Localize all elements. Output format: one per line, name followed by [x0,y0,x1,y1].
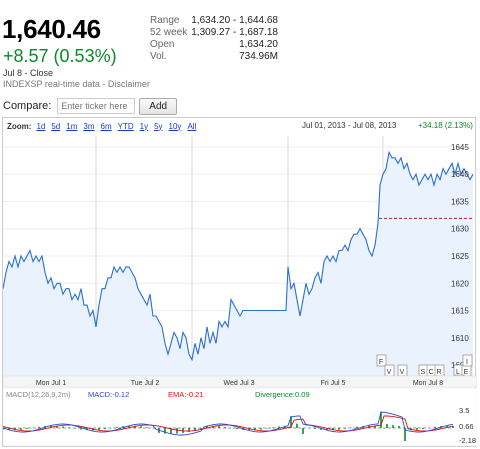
event-marker-label-6: L [456,369,460,376]
y-tick-label-7: 1640 [451,170,469,179]
data-source-disclaimer[interactable]: INDEXSP real-time data - Disclaimer [3,79,150,89]
x-tick-label-0: Mon Jul 1 [36,380,66,387]
event-marker-label-5: R [436,369,441,376]
event-marker-label-0: F [379,359,383,366]
add-compare-button[interactable]: Add [139,97,178,115]
compare-bar: Compare: Add [3,97,178,115]
price-chart[interactable]: 160516101615162016251630163516401645FVVS… [2,117,477,448]
x-axis-band [3,375,477,388]
zoom-6m[interactable]: 6m [100,121,112,131]
stats-row-range: Range 1,634.20 - 1,644.68 [150,15,278,27]
macd-y-tick-2: -2.18 [459,436,476,445]
zoom-10y[interactable]: 10y [168,121,182,131]
price-area [3,152,473,376]
stats-label: Range [150,15,180,26]
event-marker-label-2: V [400,369,405,376]
zoom-5y[interactable]: 5y [154,121,163,131]
stats-table: Range 1,634.20 - 1,644.68 52 week 1,309.… [150,15,278,63]
event-marker-label-7: E [464,369,469,376]
event-marker-label-4: C [428,369,433,376]
price-line [3,150,474,362]
x-tick-label-4: Mon Jul 8 [413,380,443,387]
zoom-label: Zoom: [7,121,32,131]
stats-value: 1,634.20 [239,39,278,50]
event-marker-label-1: V [387,369,392,376]
divergence-value: Divergence:0.09 [255,390,310,399]
macd-panel [3,387,477,447]
event-marker-label-9: I [466,359,468,366]
y-tick-label-2: 1615 [451,307,469,316]
x-tick-label-3: Fri Jul 5 [321,380,346,387]
y-tick-label-6: 1635 [451,197,469,206]
price-chart-canvas[interactable]: 160516101615162016251630163516401645FVVS… [3,118,477,448]
date-range-label: Jul 01, 2013 - Jul 08, 2013 [302,121,397,130]
x-tick-label-2: Wed Jul 3 [224,380,255,387]
event-marker-0 [376,354,387,367]
zoom-3m[interactable]: 3m [83,121,95,131]
ema-value: EMA:-0.21 [168,390,203,399]
compare-ticker-input[interactable] [57,98,136,114]
y-tick-label-3: 1620 [451,279,469,288]
stats-row-volume: Vol. 734.96M [150,51,278,63]
range-change-label: +34.18 (2.13%) [418,121,473,130]
y-tick-label-5: 1630 [451,225,469,234]
compare-label: Compare: [3,100,52,112]
stats-label: Vol. [150,51,167,62]
y-tick-label-4: 1625 [451,252,469,261]
stats-row-52week: 52 week 1,309.27 - 1,687.18 [150,27,278,39]
stats-value: 734.96M [239,51,278,62]
stats-label: Open [150,39,175,50]
x-tick-label-1: Tue Jul 2 [131,380,160,387]
stats-label: 52 week [150,27,188,38]
macd-y-tick-0: 3.5 [459,406,469,415]
zoom-ytd[interactable]: YTD [117,121,134,131]
macd-legend: MACD(12,26,9,2m) [6,390,71,399]
zoom-all[interactable]: All [187,121,197,131]
macd-y-tick-1: 0.66 [459,422,474,431]
zoom-toolbar: Zoom: 1d 5d 1m 3m 6m YTD 1y 5y 10y All J… [3,118,475,134]
price-change: +8.57 (0.53%) [3,46,117,66]
stats-value: 1,634.20 - 1,644.68 [191,15,278,26]
macd-line [3,411,454,436]
event-marker-label-3: S [421,369,426,376]
event-marker-9 [462,354,473,367]
y-tick-label-8: 1645 [451,143,469,152]
zoom-1m[interactable]: 1m [66,121,78,131]
stats-row-open: Open 1,634.20 [150,39,278,51]
stats-value: 1,309.27 - 1,687.18 [191,27,278,38]
zoom-1d[interactable]: 1d [36,121,46,131]
macd-value: MACD:-0.12 [88,390,129,399]
current-price: 1,640.46 [2,14,101,44]
close-label: Jul 8 - Close [3,68,54,78]
y-tick-label-1: 1610 [451,334,469,343]
zoom-1y[interactable]: 1y [139,121,149,131]
zoom-5d[interactable]: 5d [51,121,61,131]
